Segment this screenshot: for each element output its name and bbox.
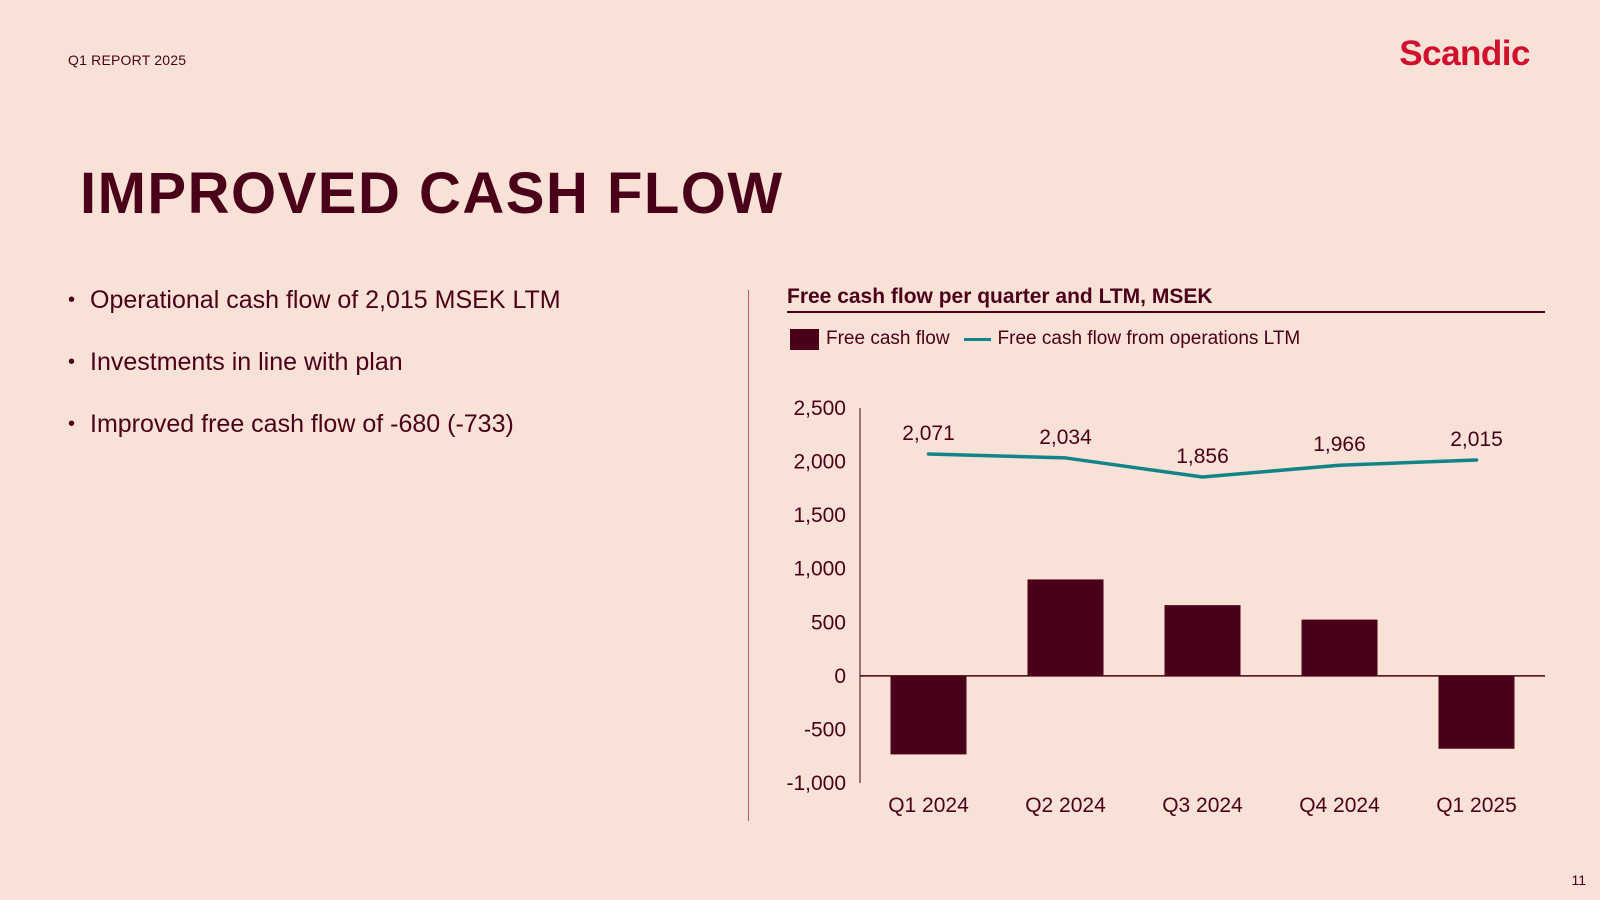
- legend-label: Free cash flow: [826, 328, 950, 349]
- chart-title: Free cash flow per quarter and LTM, MSEK: [787, 285, 1213, 308]
- data-label-ltm: 1,966: [1313, 433, 1366, 456]
- bar-free-cash-flow: [1438, 675, 1515, 749]
- y-tick-label: -1,000: [786, 772, 846, 795]
- bullet-item: Operational cash flow of 2,015 MSEK LTM: [68, 285, 708, 315]
- y-tick-label: 1,000: [793, 558, 846, 581]
- bar-free-cash-flow: [1301, 619, 1378, 676]
- legend-label: Free cash flow from operations LTM: [997, 328, 1301, 349]
- y-tick-label: 2,500: [793, 397, 846, 420]
- x-tick-label: Q1 2024: [888, 794, 969, 817]
- x-tick-label: Q2 2024: [1025, 794, 1106, 817]
- data-label-ltm: 2,015: [1450, 428, 1503, 451]
- legend-swatch-bar: [790, 328, 819, 350]
- y-tick-label: 0: [834, 665, 846, 688]
- bar-free-cash-flow: [1164, 605, 1241, 676]
- page-title: IMPROVED CASH FLOW: [80, 161, 784, 226]
- bar-free-cash-flow: [1027, 579, 1104, 676]
- report-label: Q1 REPORT 2025: [68, 52, 187, 68]
- bar-free-cash-flow: [890, 675, 967, 755]
- legend-item-bar: Free cash flow: [790, 328, 950, 350]
- y-tick-label: 1,500: [793, 504, 846, 527]
- data-label-ltm: 2,034: [1039, 426, 1092, 449]
- x-tick-label: Q1 2025: [1436, 794, 1517, 817]
- bullet-item: Investments in line with plan: [68, 347, 708, 377]
- chart-title-rule: [787, 311, 1545, 313]
- page-number: 11: [1571, 872, 1586, 888]
- legend-swatch-line: [963, 337, 991, 341]
- y-tick-label: -500: [804, 718, 846, 741]
- bullet-item: Improved free cash flow of -680 (-733): [68, 409, 708, 439]
- brand-logo: Scandic: [1399, 34, 1530, 73]
- vertical-divider: [748, 290, 749, 821]
- legend-item-line: Free cash flow from operations LTM: [963, 328, 1301, 350]
- x-tick-label: Q3 2024: [1162, 794, 1243, 817]
- y-tick-label: 2,000: [793, 451, 846, 474]
- data-label-ltm: 2,071: [902, 422, 955, 445]
- bullet-list: Operational cash flow of 2,015 MSEK LTM …: [68, 285, 708, 471]
- x-tick-label: Q4 2024: [1299, 794, 1380, 817]
- chart-legend: Free cash flow Free cash flow from opera…: [790, 328, 1314, 350]
- data-label-ltm: 1,856: [1176, 445, 1229, 468]
- line-free-cash-flow-ltm: [926, 452, 1479, 479]
- y-tick-label: 500: [811, 611, 846, 634]
